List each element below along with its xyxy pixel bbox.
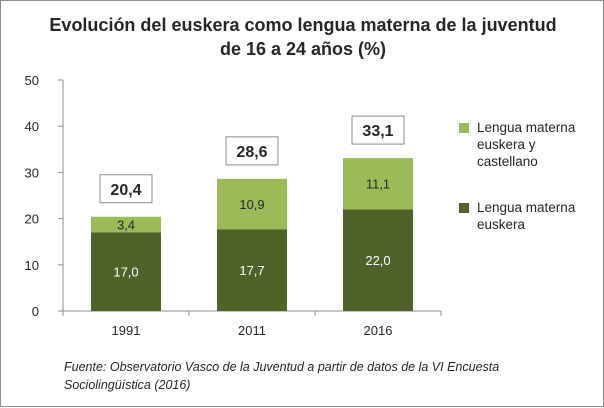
bar-segment: [217, 178, 287, 230]
x-tick-label: 2011: [238, 323, 266, 338]
y-tick-label: 10: [25, 258, 39, 273]
source-note: Fuente: Observatorio Vasco de la Juventu…: [64, 360, 500, 392]
bar-segment: [91, 232, 161, 311]
total-label-box: [225, 136, 279, 166]
legend-item-euskera: Lengua materna euskera: [459, 199, 599, 233]
y-tick-label: 50: [25, 73, 39, 88]
bar-segment: [217, 229, 287, 311]
total-label-box: [351, 115, 405, 145]
data-label: 10,9: [239, 197, 264, 212]
legend-item-mixed: Lengua materna euskera y castellano: [459, 119, 599, 170]
total-label: 28,6: [236, 144, 267, 161]
bar-segment: [343, 158, 413, 210]
legend-swatch-euskera: [459, 203, 469, 213]
bar-segment: [91, 216, 161, 233]
y-tick-label: 20: [25, 212, 39, 227]
legend-label-euskera: Lengua materna euskera: [477, 200, 576, 232]
x-tick-label: 2016: [364, 323, 393, 338]
legend-label-mixed: Lengua materna euskera y castellano: [477, 120, 576, 169]
data-label: 22,0: [365, 253, 390, 268]
x-tick-label: 1991: [112, 323, 141, 338]
legend: Lengua materna euskera y castellano Leng…: [459, 119, 599, 262]
total-label-box: [99, 174, 153, 204]
chart-labels: 17,0 3,4 20,4 17,7 10,9 28,6 22,0 11,1 33,1: [99, 115, 405, 280]
chart-bars: [91, 158, 413, 311]
total-label: 33,1: [362, 123, 393, 140]
data-label: 17,0: [113, 265, 138, 280]
data-label: 11,1: [366, 177, 390, 192]
data-label: 3,4: [117, 218, 135, 233]
data-label: 17,7: [239, 263, 264, 278]
y-tick-label: 40: [25, 119, 39, 134]
bar-segment: [343, 209, 413, 311]
y-tick-label: 30: [25, 165, 39, 180]
legend-swatch-mixed: [459, 123, 469, 133]
y-tick-label: 0: [32, 304, 39, 319]
chart-title: Evolución del euskera como lengua matern…: [49, 15, 557, 59]
total-label: 20,4: [110, 182, 141, 199]
